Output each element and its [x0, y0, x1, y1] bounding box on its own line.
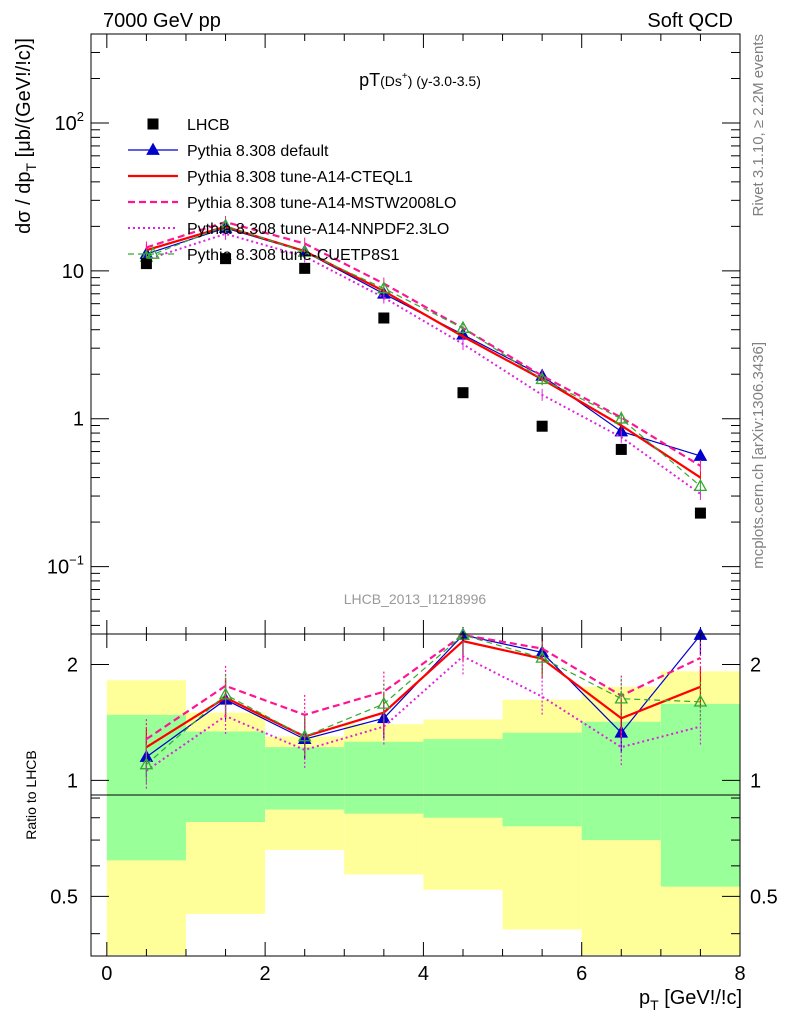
data-point	[694, 507, 706, 519]
ratio-marker	[139, 757, 154, 770]
x-tick-label: 4	[418, 963, 429, 985]
ratio-band-green	[344, 741, 424, 814]
legend-marker	[146, 246, 160, 259]
ratio-marker	[297, 729, 312, 742]
ratio-series-line	[145, 655, 701, 772]
category-label: Soft QCD	[647, 10, 733, 32]
legend-label: Pythia 8.308 tune-A14-CTEQL1	[187, 169, 413, 186]
main-series-line	[146, 225, 701, 487]
data-point	[457, 387, 469, 399]
rivet-label: Rivet 3.1.10, ≥ 2.2M events	[750, 34, 767, 217]
data-point	[140, 258, 152, 270]
ratio-band-green	[185, 731, 266, 822]
ratio-frame	[90, 633, 741, 957]
ratio-marker	[693, 694, 708, 707]
ratio-marker	[614, 691, 629, 704]
main-series-line	[146, 225, 702, 479]
main-axis-ticks	[91, 33, 741, 634]
ratio-y-axis-label: Ratio to LHCB	[23, 750, 39, 839]
legend-label: Pythia 8.308 tune-CUETP8S1	[187, 247, 400, 264]
ratio-marker	[535, 650, 549, 663]
source-label: mcplots.cern.ch [arXiv:1306.3436]	[750, 342, 767, 569]
main-marker	[377, 281, 391, 294]
legend-label: Pythia 8.308 tune-A14-NNPDF2.3LO	[187, 221, 449, 238]
x-tick-label: 8	[734, 963, 745, 985]
x-tick-label: 0	[101, 963, 112, 985]
ratio-y-tick-label-right: 2	[750, 654, 761, 676]
main-marker	[218, 218, 233, 231]
ratio-y-tick-labels: 0.5 0.5 1 1 2 2	[50, 654, 778, 908]
analysis-watermark: LHCB_2013_I1218996	[344, 591, 487, 607]
legend-marker-data	[147, 118, 159, 130]
ratio-marker	[377, 696, 391, 709]
ratio-y-tick-label-right: 1	[750, 770, 761, 792]
main-marker	[535, 371, 549, 385]
main-marker	[614, 411, 629, 424]
main-series-line	[146, 232, 702, 495]
ratio-y-tick-label-left: 2	[67, 654, 78, 676]
legend: LHCB Pythia 8.308 default Pythia 8.308 tun…	[128, 117, 456, 264]
x-tick-label: 2	[260, 963, 271, 985]
legend-marker	[146, 142, 160, 155]
data-point	[536, 420, 548, 432]
x-tick-label: 6	[576, 963, 587, 985]
main-marker	[297, 244, 312, 257]
legend-label: LHCB	[187, 117, 230, 134]
ratio-series-line	[145, 633, 701, 741]
legend-label: Pythia 8.308 default	[187, 143, 329, 160]
energy-label: 7000 GeV pp	[103, 10, 221, 32]
ratio-y-tick-label-left: 1	[67, 770, 78, 792]
main-y-tick-label: 102	[55, 109, 84, 135]
legend-label: Pythia 8.308 tune-A14-MSTW2008LO	[187, 195, 456, 212]
main-y-axis-label: dσ / dpT [μb/(GeV!/!c)]	[13, 38, 39, 234]
ratio-band-green	[423, 739, 503, 818]
ratio-marker	[218, 687, 233, 700]
ratio-series-line	[146, 634, 701, 765]
main-panel: 10−1 1 10 102 pT(Ds+) (y-3.0-3.5) dσ / dpT …	[13, 33, 741, 635]
data-point	[299, 262, 311, 274]
data-point	[615, 443, 627, 455]
ratio-y-tick-label-left: 0.5	[50, 886, 78, 908]
main-marker	[693, 478, 708, 491]
data-point	[220, 253, 232, 265]
ratio-axis-ticks	[91, 634, 741, 956]
main-series-line	[146, 220, 702, 467]
main-series	[139, 216, 708, 519]
ratio-series-line	[145, 639, 701, 749]
main-y-tick-labels: 10−1 1 10 102	[47, 109, 84, 579]
ratio-series	[139, 627, 708, 791]
ratio-band-green	[502, 732, 582, 827]
x-axis-label: pT [GeV!/!c]	[639, 987, 742, 1013]
x-tick-labels: 0 2 4 6 8	[101, 963, 745, 985]
ratio-uncertainty-bands	[106, 671, 740, 955]
ratio-y-tick-label-right: 0.5	[750, 886, 778, 908]
main-marker	[456, 320, 470, 333]
main-y-tick-label: 10	[62, 261, 84, 283]
ratio-panel: 0.5 0.5 1 1 2 2 0 2 4 6 8 Ratio to LHCB pT [GeV!/…	[23, 627, 778, 1013]
main-y-tick-label: 1	[73, 409, 84, 431]
main-y-tick-label: 10−1	[47, 553, 84, 579]
data-point	[378, 312, 390, 324]
plot-title: pT(Ds+) (y-3.0-3.5)	[359, 70, 481, 90]
